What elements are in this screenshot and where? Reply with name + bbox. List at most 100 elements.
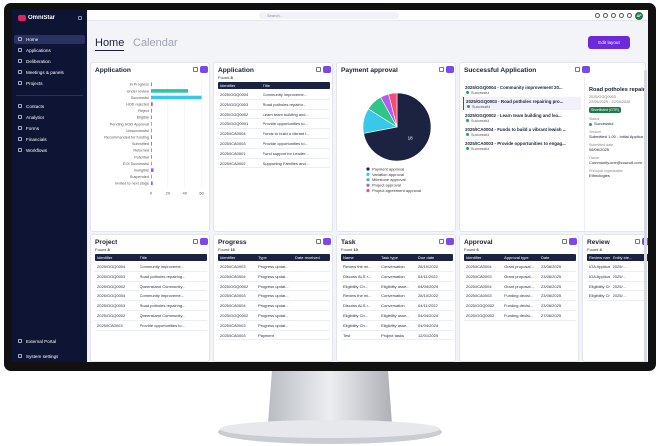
- widget-icon[interactable]: [562, 239, 567, 244]
- widget-action[interactable]: [582, 66, 590, 73]
- footer-item[interactable]: External Portal: [14, 337, 85, 346]
- topbar-icon[interactable]: [603, 13, 608, 18]
- nav-item[interactable]: Deliberation: [14, 57, 85, 66]
- table-row[interactable]: [218, 321, 330, 331]
- list-item[interactable]: 2025/ICA0004 - Funds to build a vibrant …: [463, 125, 581, 138]
- table-row[interactable]: [218, 272, 330, 282]
- nav-item[interactable]: Analytics: [14, 113, 85, 122]
- table-row[interactable]: [95, 282, 207, 292]
- table-row[interactable]: [464, 291, 576, 302]
- tab-calendar[interactable]: Calendar: [133, 37, 178, 49]
- table-row[interactable]: [95, 262, 207, 272]
- nav-item[interactable]: Applications: [14, 46, 85, 55]
- widget-icon[interactable]: [316, 67, 321, 72]
- widget-icon[interactable]: [316, 239, 321, 244]
- widget-action[interactable]: [200, 66, 208, 73]
- table-row[interactable]: [341, 272, 453, 282]
- topbar-icon[interactable]: [627, 13, 632, 18]
- list-item[interactable]: 2025/ICA0003 - Provide opportunities to …: [463, 139, 581, 152]
- table-cell: 2025/ICA0003: [97, 323, 123, 328]
- table-cell: 27/06/2025: [541, 314, 562, 318]
- search-box[interactable]: Search...: [259, 12, 399, 19]
- table-row[interactable]: [95, 321, 207, 331]
- nav-item[interactable]: Financials: [14, 135, 85, 144]
- table-row[interactable]: [218, 119, 330, 130]
- widget-action[interactable]: [446, 238, 454, 245]
- table-row[interactable]: [218, 301, 330, 311]
- widget-icon[interactable]: [439, 67, 444, 72]
- table-row[interactable]: [218, 90, 330, 100]
- nav-item[interactable]: Workflows: [14, 146, 85, 155]
- widget-action[interactable]: [446, 66, 454, 73]
- table-row[interactable]: [341, 291, 453, 302]
- widget-icon[interactable]: [193, 239, 198, 244]
- widget-action[interactable]: [323, 66, 331, 73]
- widget-action[interactable]: [569, 238, 577, 245]
- table-row[interactable]: [218, 149, 330, 159]
- nav-label: Contacts: [26, 104, 45, 109]
- table-row[interactable]: [218, 129, 330, 139]
- nav-icon: [18, 81, 22, 85]
- found-number: 6: [476, 248, 479, 252]
- table-row[interactable]: [341, 321, 453, 331]
- table-row[interactable]: [464, 311, 576, 321]
- table-row[interactable]: [218, 262, 330, 272]
- table-row[interactable]: [341, 311, 453, 321]
- widget-title: Application: [218, 67, 254, 74]
- bar: [151, 108, 152, 113]
- table-row[interactable]: [341, 301, 453, 311]
- nav-item[interactable]: Home: [14, 35, 85, 44]
- table-row[interactable]: [587, 262, 648, 272]
- table-row[interactable]: [95, 272, 207, 282]
- table-row[interactable]: [218, 311, 330, 321]
- widget-icon[interactable]: [575, 67, 580, 72]
- table-row[interactable]: [95, 311, 207, 321]
- table-row[interactable]: [218, 291, 330, 302]
- nav-item[interactable]: Projects: [14, 79, 85, 88]
- widget-icon[interactable]: [635, 239, 640, 244]
- list-item[interactable]: 2025/GGQ0003 - Road potholes repairing p…: [463, 97, 581, 110]
- table-row[interactable]: [464, 282, 576, 292]
- collapse-icon[interactable]: [78, 16, 82, 20]
- table-row[interactable]: [341, 282, 453, 292]
- table-row[interactable]: [464, 262, 576, 272]
- tab-home[interactable]: Home: [95, 37, 125, 51]
- table-row[interactable]: [95, 301, 207, 311]
- category-label: Successful: [131, 96, 150, 100]
- nav-item[interactable]: Forms: [14, 124, 85, 133]
- table-row[interactable]: [218, 282, 330, 292]
- table-row[interactable]: [464, 301, 576, 311]
- nav-item[interactable]: Meetings & panels: [14, 68, 85, 77]
- table-cell: 2025/GGQ0003: [220, 102, 249, 107]
- table-row[interactable]: [95, 291, 207, 302]
- found-number: 10: [353, 248, 358, 252]
- topbar-icon[interactable]: [595, 13, 600, 18]
- table-row[interactable]: [218, 331, 330, 341]
- detail-dates: 22/05/2025 - 22/05/2026: [589, 100, 631, 104]
- topbar-icon[interactable]: [611, 13, 616, 18]
- table-row[interactable]: [341, 262, 453, 272]
- table-row[interactable]: [341, 331, 453, 341]
- table-row[interactable]: [218, 110, 330, 120]
- table-row[interactable]: [218, 159, 330, 169]
- edit-layout-button[interactable]: Edit layout: [588, 36, 630, 49]
- widget-icon[interactable]: [193, 67, 198, 72]
- table-row[interactable]: [218, 100, 330, 110]
- avatar[interactable]: AF: [635, 11, 643, 20]
- table-cell: 2025/ICA0003: [220, 142, 246, 146]
- table-cell: Conversation: [381, 304, 405, 309]
- nav-item[interactable]: Contacts: [14, 102, 85, 111]
- footer-item[interactable]: System settings: [14, 352, 85, 361]
- topbar-icon[interactable]: [619, 13, 624, 18]
- list-item[interactable]: 2025/GGQ0002 - Learn team building and l…: [463, 111, 581, 124]
- table-row[interactable]: [587, 291, 648, 302]
- widget-action[interactable]: [323, 238, 331, 245]
- category-label: Unsuccessful: [126, 129, 149, 133]
- table-row[interactable]: [587, 272, 648, 282]
- table-row[interactable]: [587, 282, 648, 292]
- widget-action[interactable]: [200, 238, 208, 245]
- table-row[interactable]: [218, 139, 330, 149]
- table-row[interactable]: [464, 272, 576, 282]
- list-item[interactable]: 2025/GGQ0004 - Community improvement 20.…: [463, 83, 581, 96]
- widget-icon[interactable]: [439, 239, 444, 244]
